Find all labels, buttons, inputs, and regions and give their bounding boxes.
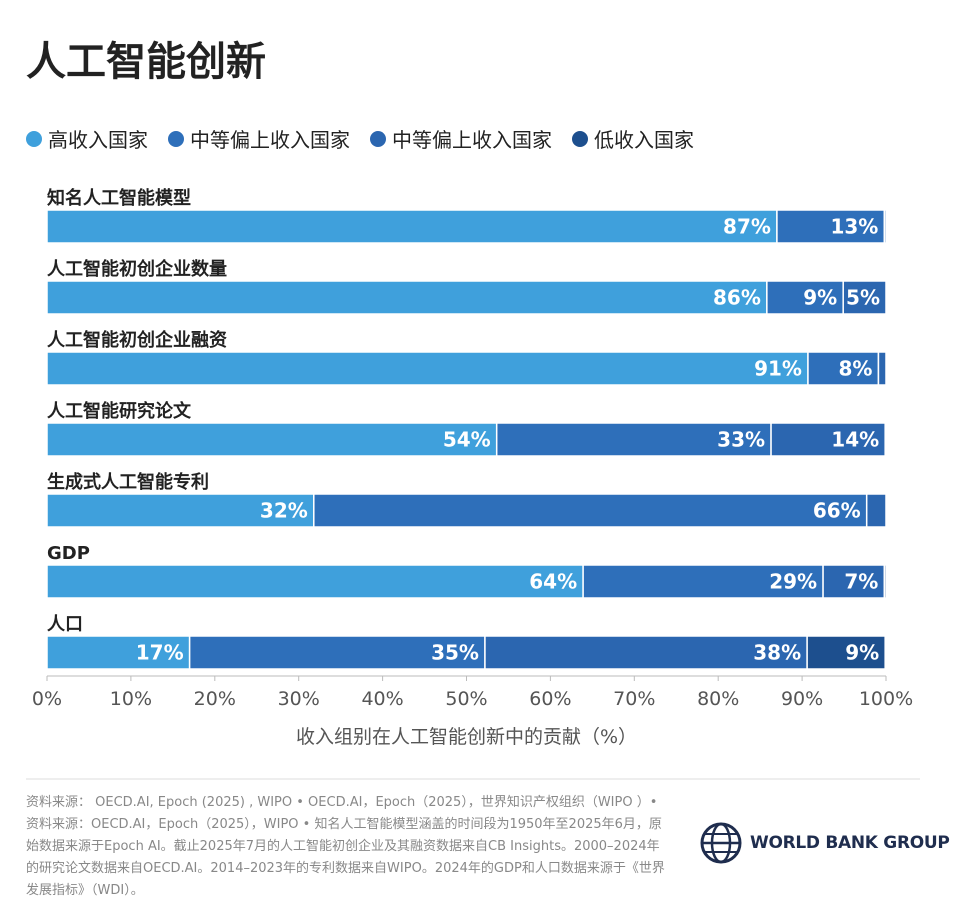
bar-segment bbox=[46, 564, 584, 599]
category-label: GDP bbox=[47, 543, 90, 564]
x-tick-label: 80% bbox=[697, 688, 739, 710]
value-label: 14% bbox=[831, 428, 879, 452]
value-label: 35% bbox=[431, 641, 479, 665]
category-label: 生成式人工智能专利 bbox=[47, 471, 209, 493]
x-tick-label: 20% bbox=[194, 688, 236, 710]
legend-label: 中等偏上收入国家 bbox=[392, 128, 552, 152]
bar-segment bbox=[46, 280, 768, 315]
category-label: 人工智能初创企业融资 bbox=[47, 329, 227, 351]
x-tick-label: 50% bbox=[445, 688, 487, 710]
value-label: 29% bbox=[769, 570, 817, 594]
value-label: 8% bbox=[838, 357, 872, 381]
bar-segment bbox=[883, 564, 887, 599]
value-label: 9% bbox=[845, 641, 879, 665]
legend-item: 高收入国家 bbox=[26, 124, 148, 153]
value-label: 7% bbox=[844, 570, 878, 594]
value-label: 9% bbox=[803, 286, 837, 310]
value-label: 38% bbox=[753, 641, 801, 665]
x-tick-label: 30% bbox=[278, 688, 320, 710]
category-label: 人工智能初创企业数量 bbox=[47, 258, 227, 280]
value-label: 54% bbox=[443, 428, 491, 452]
value-label: 13% bbox=[830, 215, 878, 239]
legend-swatch bbox=[26, 130, 42, 147]
bar-segment bbox=[46, 209, 778, 244]
bar-segment bbox=[822, 564, 886, 599]
bar-segment bbox=[766, 280, 844, 315]
bar-segment bbox=[806, 635, 886, 670]
bar-segment bbox=[188, 635, 486, 670]
legend-swatch bbox=[370, 130, 386, 147]
legend-swatch bbox=[168, 130, 184, 147]
bar-segment bbox=[46, 422, 498, 457]
x-tick-label: 70% bbox=[613, 688, 655, 710]
category-label: 人口 bbox=[47, 614, 83, 635]
bar-segment bbox=[46, 351, 809, 386]
x-tick-label: 90% bbox=[781, 688, 823, 710]
logo: WORLD BANK GROUP bbox=[700, 822, 950, 864]
legend-label: 中等偏上收入国家 bbox=[190, 128, 350, 152]
value-label: 66% bbox=[813, 499, 861, 523]
x-tick-label: 10% bbox=[110, 688, 152, 710]
legend-item: 中等偏上收入国家 bbox=[370, 124, 552, 153]
value-label: 64% bbox=[529, 570, 577, 594]
bar-segment bbox=[313, 493, 868, 528]
x-tick-label: 0% bbox=[32, 688, 62, 710]
bar-segment bbox=[770, 422, 886, 457]
legend-item: 中等偏上收入国家 bbox=[168, 124, 350, 153]
bar-segment bbox=[46, 635, 191, 670]
legend-label: 高收入国家 bbox=[48, 128, 148, 152]
value-label: 5% bbox=[846, 286, 880, 310]
legend: 高收入国家 中等偏上收入国家 中等偏上收入国家 低收入国家 bbox=[26, 124, 694, 153]
value-label: 32% bbox=[260, 499, 308, 523]
category-label: 人工智能研究论文 bbox=[47, 400, 192, 422]
value-label: 87% bbox=[723, 215, 771, 239]
bar-segment bbox=[842, 280, 887, 315]
category-label: 知名人工智能模型 bbox=[47, 187, 191, 209]
source-note: 资料来源： OECD.AI, Epoch (2025) , WIPO • OEC… bbox=[26, 795, 665, 898]
value-label: 33% bbox=[717, 428, 765, 452]
x-tick-label: 100% bbox=[859, 688, 913, 710]
x-tick-label: 40% bbox=[361, 688, 403, 710]
legend-label: 低收入国家 bbox=[594, 128, 694, 152]
legend-item: 低收入国家 bbox=[572, 124, 694, 153]
logo-globe bbox=[700, 822, 742, 864]
logo-text: WORLD BANK GROUP bbox=[750, 833, 950, 853]
chart-title: 人工智能创新 bbox=[26, 39, 266, 85]
bar-segment bbox=[865, 493, 887, 528]
value-label: 17% bbox=[136, 641, 184, 665]
value-label: 86% bbox=[713, 286, 761, 310]
chart: 人工智能创新 知名人工智能模型 87% 13% 人工智能初创企业数量 86% 9% 5% 人工… bbox=[26, 39, 920, 780]
x-axis-title: 收入组别在人工智能创新中的贡献（%） bbox=[296, 726, 637, 748]
value-label: 91% bbox=[754, 357, 802, 381]
bar-segment bbox=[883, 209, 887, 244]
legend-swatch bbox=[572, 130, 588, 147]
x-tick-label: 60% bbox=[529, 688, 571, 710]
bar-segment bbox=[877, 351, 887, 386]
